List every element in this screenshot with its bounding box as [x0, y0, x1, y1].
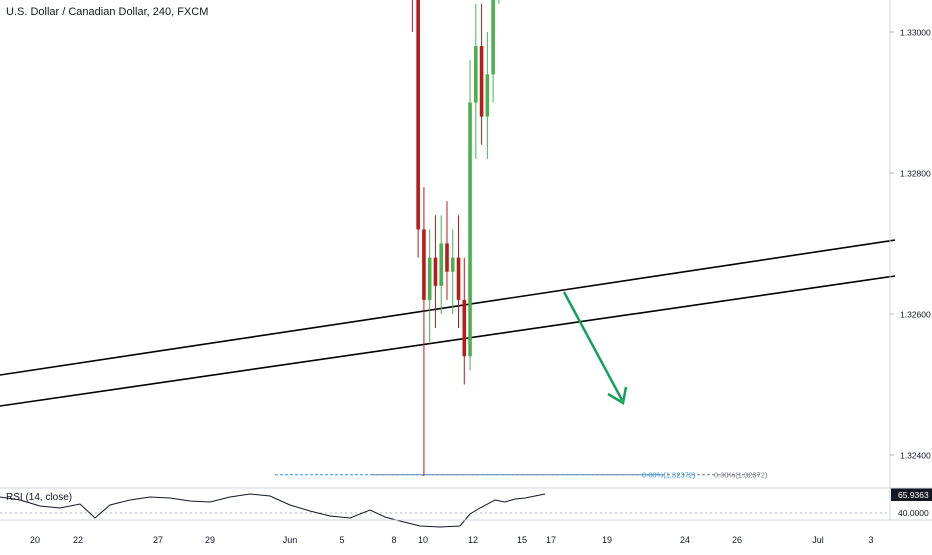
- time-tick-label: 8: [391, 535, 396, 545]
- time-tick-label: 3: [868, 535, 873, 545]
- time-tick-label: Jun: [283, 535, 298, 545]
- rsi-tick-label: 40.0000: [898, 508, 929, 518]
- candle-body: [491, 0, 495, 75]
- time-tick-label: 26: [732, 535, 742, 545]
- fib-retracement-levels: 100.00%(1.35650)61.80%(1.34398)100.00%(1…: [275, 471, 768, 480]
- channel-upper-line: [0, 239, 896, 376]
- time-tick-label: 27: [153, 535, 163, 545]
- arrow-shaft: [562, 291, 624, 401]
- bearish-arrow: [562, 291, 628, 405]
- rsi-value-box: [891, 488, 932, 501]
- price-tick-label: 1.33000: [900, 28, 931, 38]
- rsi-value: 65.9363: [898, 490, 929, 500]
- rsi-pane: 65.9363 40.0000: [0, 488, 932, 528]
- time-tick-label: 15: [517, 535, 527, 545]
- candle-body: [445, 243, 449, 272]
- price-tick-label: 1.32800: [900, 169, 931, 179]
- candle-body: [422, 229, 426, 300]
- price-tick-label: 1.32600: [900, 310, 931, 320]
- time-tick-label: 17: [546, 535, 556, 545]
- chart-title: U.S. Dollar / Canadian Dollar, 240, FXCM: [6, 6, 209, 18]
- price-tick-label: 1.32400: [900, 451, 931, 461]
- time-tick-label: 29: [205, 535, 215, 545]
- candle-body: [433, 257, 438, 286]
- candle-body: [450, 257, 455, 272]
- candle-body: [474, 46, 478, 103]
- candle-body: [416, 0, 420, 230]
- candle-body: [479, 46, 484, 117]
- arrow-head: [607, 386, 628, 405]
- candle-body: [485, 74, 490, 117]
- candle-body: [462, 299, 467, 357]
- candle-body: [456, 257, 461, 300]
- time-tick-label: 19: [602, 535, 612, 545]
- time-axis: 20 22 27 29 Jun 5 8 10 12 15 17 19 24 26 Jul 3: [0, 487, 932, 545]
- time-tick-label: 10: [418, 535, 428, 545]
- rsi-label: RSI (14, close): [6, 492, 73, 503]
- rsi-line: [0, 493, 546, 528]
- price-axis: 1.356001.354001.352001.350001.348001.346…: [889, 0, 931, 520]
- time-tick-label: 12: [468, 535, 478, 545]
- candles: [411, 0, 500, 477]
- candle-body: [427, 257, 432, 300]
- candle-body: [468, 102, 472, 357]
- time-tick-label: 24: [680, 535, 690, 545]
- time-tick-label: 20: [30, 535, 40, 545]
- fib-level-label: 0.00%(1.32372): [714, 471, 768, 480]
- time-tick-label: 22: [73, 535, 83, 545]
- channel-lower-line: [0, 275, 896, 407]
- trend-channel: [0, 239, 896, 407]
- time-tick-label: 5: [339, 535, 344, 545]
- time-tick-label: Jul: [812, 535, 824, 545]
- candle-body: [439, 243, 444, 286]
